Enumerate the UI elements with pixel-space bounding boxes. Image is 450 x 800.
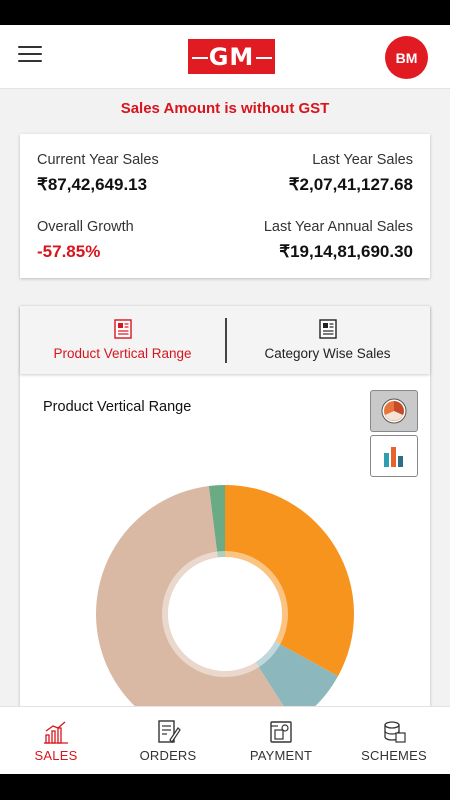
overall-growth-label: Overall Growth	[37, 219, 134, 235]
logo-line-icon	[192, 57, 272, 59]
app-bar: GM BM	[0, 25, 450, 89]
donut-hole	[168, 557, 282, 671]
donut-chart	[96, 485, 354, 726]
brand-logo: GM	[188, 39, 275, 74]
pie-chart-icon	[381, 398, 407, 424]
tab-product-vertical-range[interactable]: Product Vertical Range	[20, 306, 225, 374]
bottom-navigation: SALES ORDERS PAYMENT SCHEMES	[0, 706, 450, 774]
nav-payment[interactable]: PAYMENT	[225, 707, 337, 775]
tab-label: Product Vertical Range	[53, 346, 192, 361]
chart-icon	[44, 721, 68, 744]
donut-inner-ring	[162, 551, 288, 677]
tab-category-wise-sales[interactable]: Category Wise Sales	[225, 306, 430, 374]
chart-card: Product Vertical Range Category Wise Sal…	[20, 306, 430, 726]
payment-icon	[270, 721, 292, 743]
nav-label: SCHEMES	[361, 748, 427, 763]
status-bar	[0, 0, 450, 25]
nav-label: PAYMENT	[249, 748, 313, 763]
newspaper-icon	[113, 319, 132, 339]
newspaper-icon	[318, 319, 337, 339]
donut-slice-1[interactable]	[225, 485, 354, 677]
pie-chart-toggle[interactable]	[370, 390, 418, 432]
overall-growth-value: -57.85%	[37, 242, 101, 261]
sales-summary-card: Current Year Sales ₹87,42,649.13 Last Ye…	[20, 134, 430, 278]
bar-chart-icon	[384, 447, 403, 467]
nav-sales[interactable]: SALES	[0, 707, 112, 775]
nav-schemes[interactable]: SCHEMES	[338, 707, 450, 775]
gst-notice: Sales Amount is without GST	[120, 100, 330, 117]
hamburger-menu-icon[interactable]	[18, 46, 42, 66]
nav-orders[interactable]: ORDERS	[112, 707, 224, 775]
schemes-icon	[384, 721, 406, 743]
chart-title: Product Vertical Range	[43, 399, 192, 415]
nav-label: SALES	[34, 748, 78, 763]
current-year-sales-label: Current Year Sales	[37, 152, 159, 168]
tab-divider	[225, 318, 227, 363]
last-year-annual-sales-label: Last Year Annual Sales	[263, 219, 413, 235]
tab-label: Category Wise Sales	[264, 346, 391, 361]
nav-label: ORDERS	[139, 748, 197, 763]
donut-slice-2[interactable]	[255, 641, 339, 723]
last-year-annual-sales-value: ₹19,14,81,690.30	[279, 242, 413, 261]
logo-text: GM	[208, 42, 255, 71]
current-year-sales-value: ₹87,42,649.13	[37, 175, 148, 194]
chart-tabs: Product Vertical Range Category Wise Sal…	[20, 306, 430, 374]
avatar[interactable]: BM	[385, 36, 428, 79]
last-year-sales-label: Last Year Sales	[312, 152, 413, 168]
orders-icon	[158, 720, 181, 743]
donut-slice-3[interactable]	[96, 486, 295, 726]
last-year-sales-value: ₹2,07,41,127.68	[288, 175, 413, 194]
system-navigation-bar	[0, 774, 450, 800]
bar-chart-toggle[interactable]	[370, 435, 418, 477]
donut-slice-4[interactable]	[208, 485, 225, 558]
